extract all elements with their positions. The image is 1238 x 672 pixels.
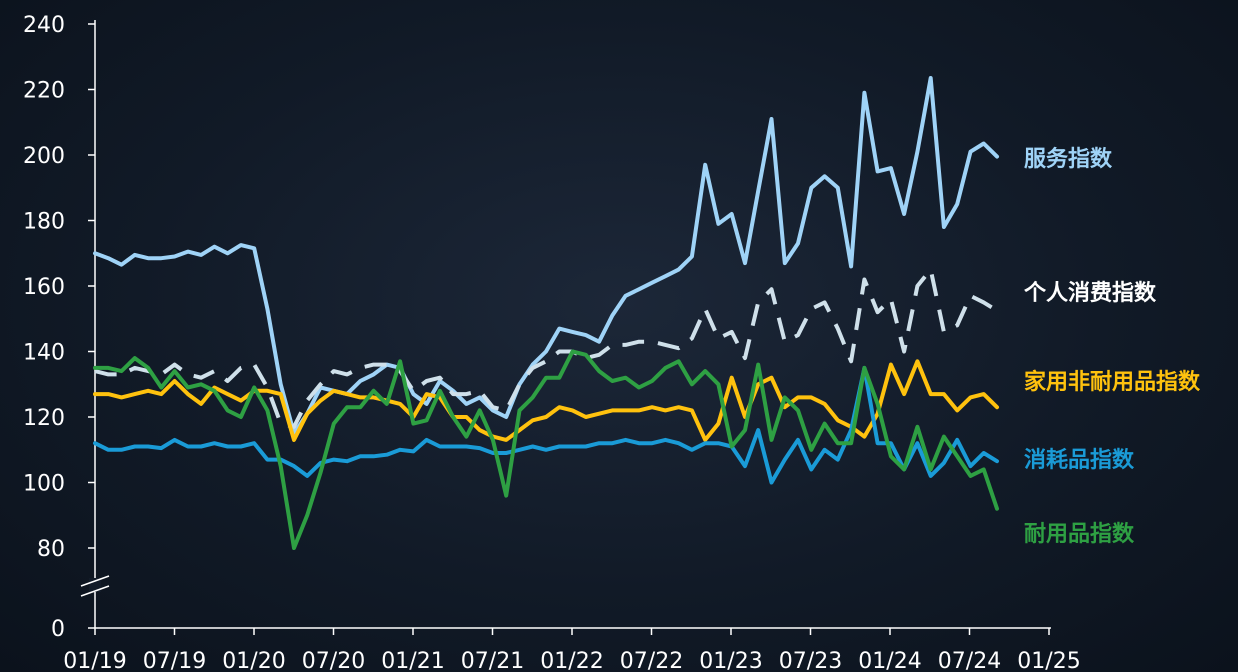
- series-label-3: 消耗品指数: [1024, 447, 1135, 473]
- series-line-3: [93, 365, 999, 485]
- y-tick-label: 160: [23, 275, 65, 300]
- series-line-2: [93, 359, 999, 442]
- x-tick-label: 07/19: [143, 649, 206, 672]
- x-tick-label: 01/20: [222, 649, 285, 672]
- x-tick-label: 01/22: [540, 649, 603, 672]
- x-axis-ticks: 01/19 07/19 01/20 07/20 01/21 07/21 01/22 07/22…: [63, 628, 1081, 672]
- axis-break-mark: [80, 575, 110, 587]
- y-tick-label: 200: [23, 144, 65, 169]
- y-tick-label: 240: [23, 13, 65, 38]
- axes: [80, 20, 1051, 629]
- y-tick-label: 100: [23, 472, 65, 497]
- x-tick-label: 01/24: [858, 649, 921, 672]
- series-label-0: 服务指数: [1024, 146, 1113, 172]
- y-tick-label: 180: [23, 210, 65, 235]
- y-axis-ticks: 0 80 100 120 140 160 180 200 220 240: [23, 13, 95, 642]
- x-tick-label: 07/21: [461, 649, 524, 672]
- y-tick-label: 140: [23, 341, 65, 366]
- y-tick-label: 220: [23, 79, 65, 104]
- series-line-4: [93, 349, 999, 550]
- x-tick-label: 01/19: [63, 649, 126, 672]
- y-tick-label: 0: [51, 617, 65, 642]
- x-tick-label: 01/23: [699, 649, 762, 672]
- series-line-0: [93, 76, 999, 436]
- x-tick-label: 07/24: [938, 649, 1001, 672]
- x-tick-label: 01/25: [1017, 649, 1080, 672]
- series-lines: [93, 76, 999, 550]
- series-label-2: 家用非耐用品指数: [1024, 369, 1201, 395]
- x-tick-label: 07/23: [779, 649, 842, 672]
- x-tick-label: 01/21: [381, 649, 444, 672]
- x-tick-label: 07/20: [302, 649, 365, 672]
- x-tick-label: 07/22: [620, 649, 683, 672]
- y-tick-label: 120: [23, 406, 65, 431]
- axis-break-mark: [80, 585, 110, 597]
- series-label-1: 个人消费指数: [1024, 280, 1157, 306]
- series-label-4: 耐用品指数: [1024, 521, 1135, 547]
- y-tick-label: 80: [37, 537, 65, 562]
